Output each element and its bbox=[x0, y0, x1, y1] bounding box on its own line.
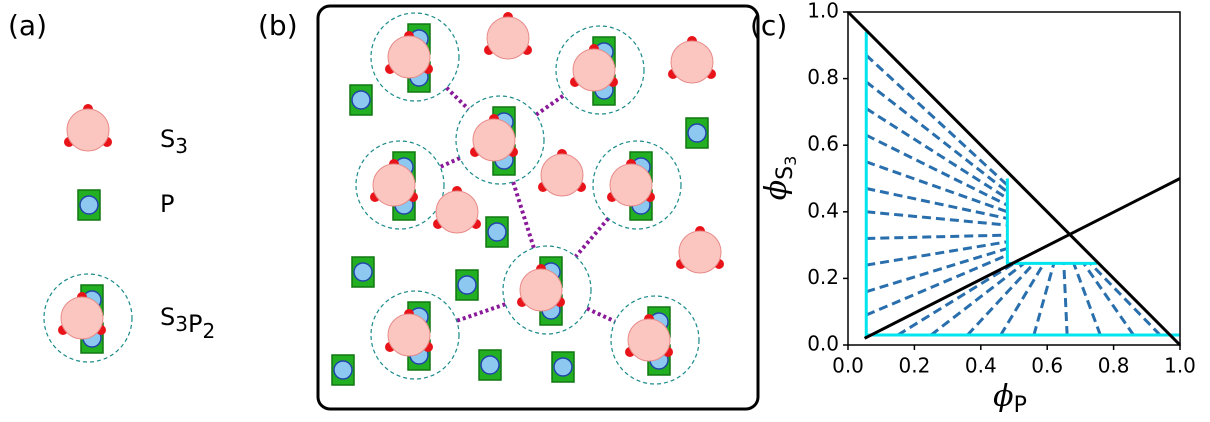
s3-particle bbox=[60, 296, 104, 340]
legend-base: P bbox=[188, 310, 202, 338]
p-core bbox=[333, 360, 353, 380]
legend-base: S bbox=[160, 125, 175, 153]
cluster-halo bbox=[610, 295, 700, 385]
s3-particle bbox=[670, 40, 714, 84]
y-tick-label: 0.0 bbox=[807, 332, 839, 356]
series-line bbox=[863, 177, 1181, 340]
legend-base: S bbox=[160, 303, 175, 331]
x-tick-label: 0.4 bbox=[965, 354, 997, 378]
cluster-halo bbox=[555, 25, 645, 115]
x-tick-label: 0.8 bbox=[1098, 354, 1130, 378]
cluster-halo bbox=[370, 290, 460, 380]
axis-subsub: 3 bbox=[781, 156, 800, 166]
p-core bbox=[687, 123, 707, 143]
cluster-halo bbox=[355, 140, 445, 230]
cluster-halo bbox=[592, 140, 682, 230]
y-tick-label: 0.6 bbox=[807, 132, 839, 156]
legend-label: S3 bbox=[160, 125, 188, 158]
link bbox=[511, 181, 536, 249]
series-line bbox=[865, 54, 1162, 337]
link bbox=[534, 93, 566, 117]
x-tick-label: 0.2 bbox=[898, 354, 930, 378]
p-core bbox=[487, 222, 507, 242]
s3-particle bbox=[678, 230, 722, 274]
p-core bbox=[553, 357, 573, 377]
cluster-halo bbox=[455, 95, 545, 185]
link bbox=[445, 86, 470, 111]
p-core bbox=[457, 275, 477, 295]
s3-particle bbox=[572, 48, 616, 92]
p-core bbox=[351, 90, 371, 110]
legend-sub: 2 bbox=[202, 319, 215, 343]
cluster-halo bbox=[43, 273, 133, 363]
p-core bbox=[79, 195, 99, 215]
s3-particle bbox=[435, 190, 479, 234]
box bbox=[316, 4, 760, 411]
s3-particle bbox=[387, 35, 431, 79]
cluster-halo bbox=[370, 12, 460, 102]
legend-base: P bbox=[160, 190, 174, 218]
s3-particle bbox=[372, 163, 416, 207]
p-core bbox=[480, 355, 500, 375]
s3-particle bbox=[519, 268, 563, 312]
s3-particle bbox=[609, 163, 653, 207]
y-tick-label: 1.0 bbox=[807, 0, 839, 23]
plot-frame bbox=[847, 11, 1181, 346]
s3-particle bbox=[540, 153, 584, 197]
y-tick-label: 0.4 bbox=[807, 198, 839, 222]
panel-label: (a) bbox=[8, 9, 47, 42]
link bbox=[586, 306, 616, 324]
legend-label: P bbox=[160, 190, 174, 218]
p-core bbox=[353, 262, 373, 282]
s3-particle bbox=[486, 16, 530, 60]
x-tick-label: 1.0 bbox=[1164, 354, 1196, 378]
y-axis-label: ϕS3 bbox=[759, 156, 800, 201]
link bbox=[456, 302, 506, 323]
axis-sub: P bbox=[1014, 393, 1027, 418]
s3-particle bbox=[627, 318, 671, 362]
s3-particle bbox=[387, 313, 431, 357]
series-line bbox=[846, 10, 1182, 347]
cluster-halo bbox=[502, 245, 592, 335]
legend-sub: 3 bbox=[175, 134, 188, 158]
link bbox=[439, 156, 461, 169]
series-line bbox=[864, 31, 1180, 339]
axis-symbol: ϕ bbox=[759, 180, 794, 200]
y-tick-label: 0.8 bbox=[807, 65, 839, 89]
link bbox=[574, 217, 610, 258]
axis-sub: S bbox=[773, 166, 798, 180]
s3-particle bbox=[472, 118, 516, 162]
x-tick-label: 0.6 bbox=[1031, 354, 1063, 378]
x-tick-label: 0.0 bbox=[832, 354, 864, 378]
legend-label: S3P2 bbox=[160, 303, 215, 343]
panel-label: (c) bbox=[750, 9, 787, 42]
legend-sub: 3 bbox=[175, 312, 188, 336]
x-axis-label: ϕP bbox=[993, 379, 1027, 418]
y-tick-label: 0.2 bbox=[807, 265, 839, 289]
panel-label: (b) bbox=[258, 9, 298, 42]
s3-particle bbox=[66, 108, 110, 152]
axis-symbol: ϕ bbox=[993, 379, 1013, 414]
